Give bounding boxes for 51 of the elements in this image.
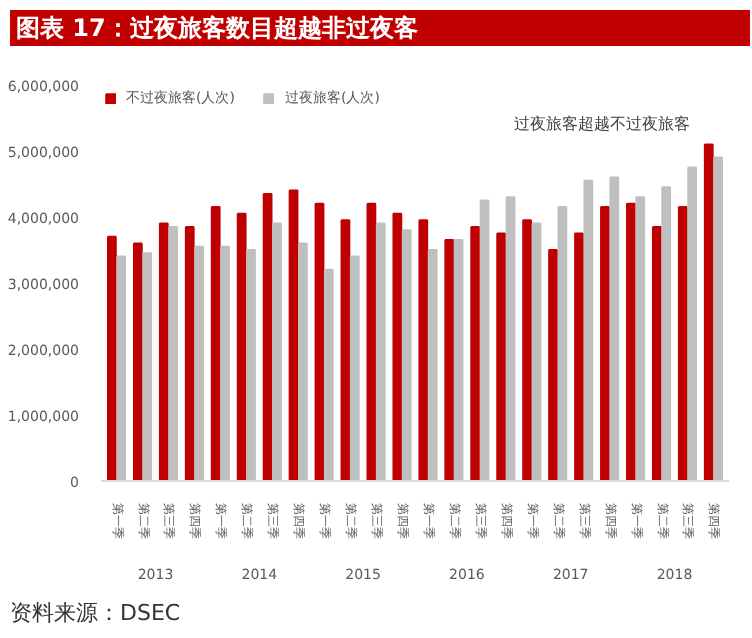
bar <box>427 249 438 481</box>
bar <box>574 232 584 481</box>
bar <box>470 225 481 481</box>
bar <box>272 222 282 481</box>
bar <box>677 206 688 481</box>
bar <box>444 239 455 481</box>
bar <box>298 242 308 481</box>
bar <box>479 199 490 481</box>
bar <box>288 189 299 481</box>
bar <box>418 219 429 481</box>
bar <box>531 222 542 481</box>
bar <box>340 219 351 481</box>
bar <box>635 196 646 481</box>
bar <box>366 202 377 481</box>
bar <box>262 192 273 481</box>
bar <box>392 212 403 481</box>
bar <box>132 242 143 481</box>
text: 资料来源：DSEC <box>10 598 181 630</box>
bar <box>401 229 412 481</box>
bar <box>557 206 568 481</box>
bar <box>220 245 230 481</box>
bar <box>522 219 532 481</box>
bar <box>142 252 153 481</box>
bar <box>323 268 334 481</box>
bar <box>453 239 464 481</box>
bar <box>194 245 204 481</box>
bar <box>687 166 698 481</box>
bar <box>583 179 594 481</box>
bar <box>661 186 672 481</box>
bar <box>184 225 195 481</box>
bar <box>116 255 127 481</box>
bar <box>246 249 256 481</box>
bar <box>375 222 386 481</box>
bar <box>626 202 636 481</box>
annotation: 过夜旅客超越不过夜旅客 <box>514 114 691 133</box>
bar <box>600 206 610 481</box>
bar <box>703 143 714 481</box>
bar <box>236 212 247 481</box>
bar <box>210 206 221 481</box>
bar <box>548 249 558 481</box>
bar <box>168 225 179 481</box>
bar <box>713 156 723 481</box>
bar <box>349 255 360 481</box>
bar <box>314 202 325 481</box>
bar <box>107 235 117 481</box>
bar <box>609 176 620 481</box>
bar <box>158 222 169 481</box>
bar <box>496 232 507 481</box>
chart-title: 图表 17：过夜旅客数目超越非过夜客 <box>16 12 418 46</box>
bar <box>651 225 662 481</box>
bar <box>505 196 516 481</box>
